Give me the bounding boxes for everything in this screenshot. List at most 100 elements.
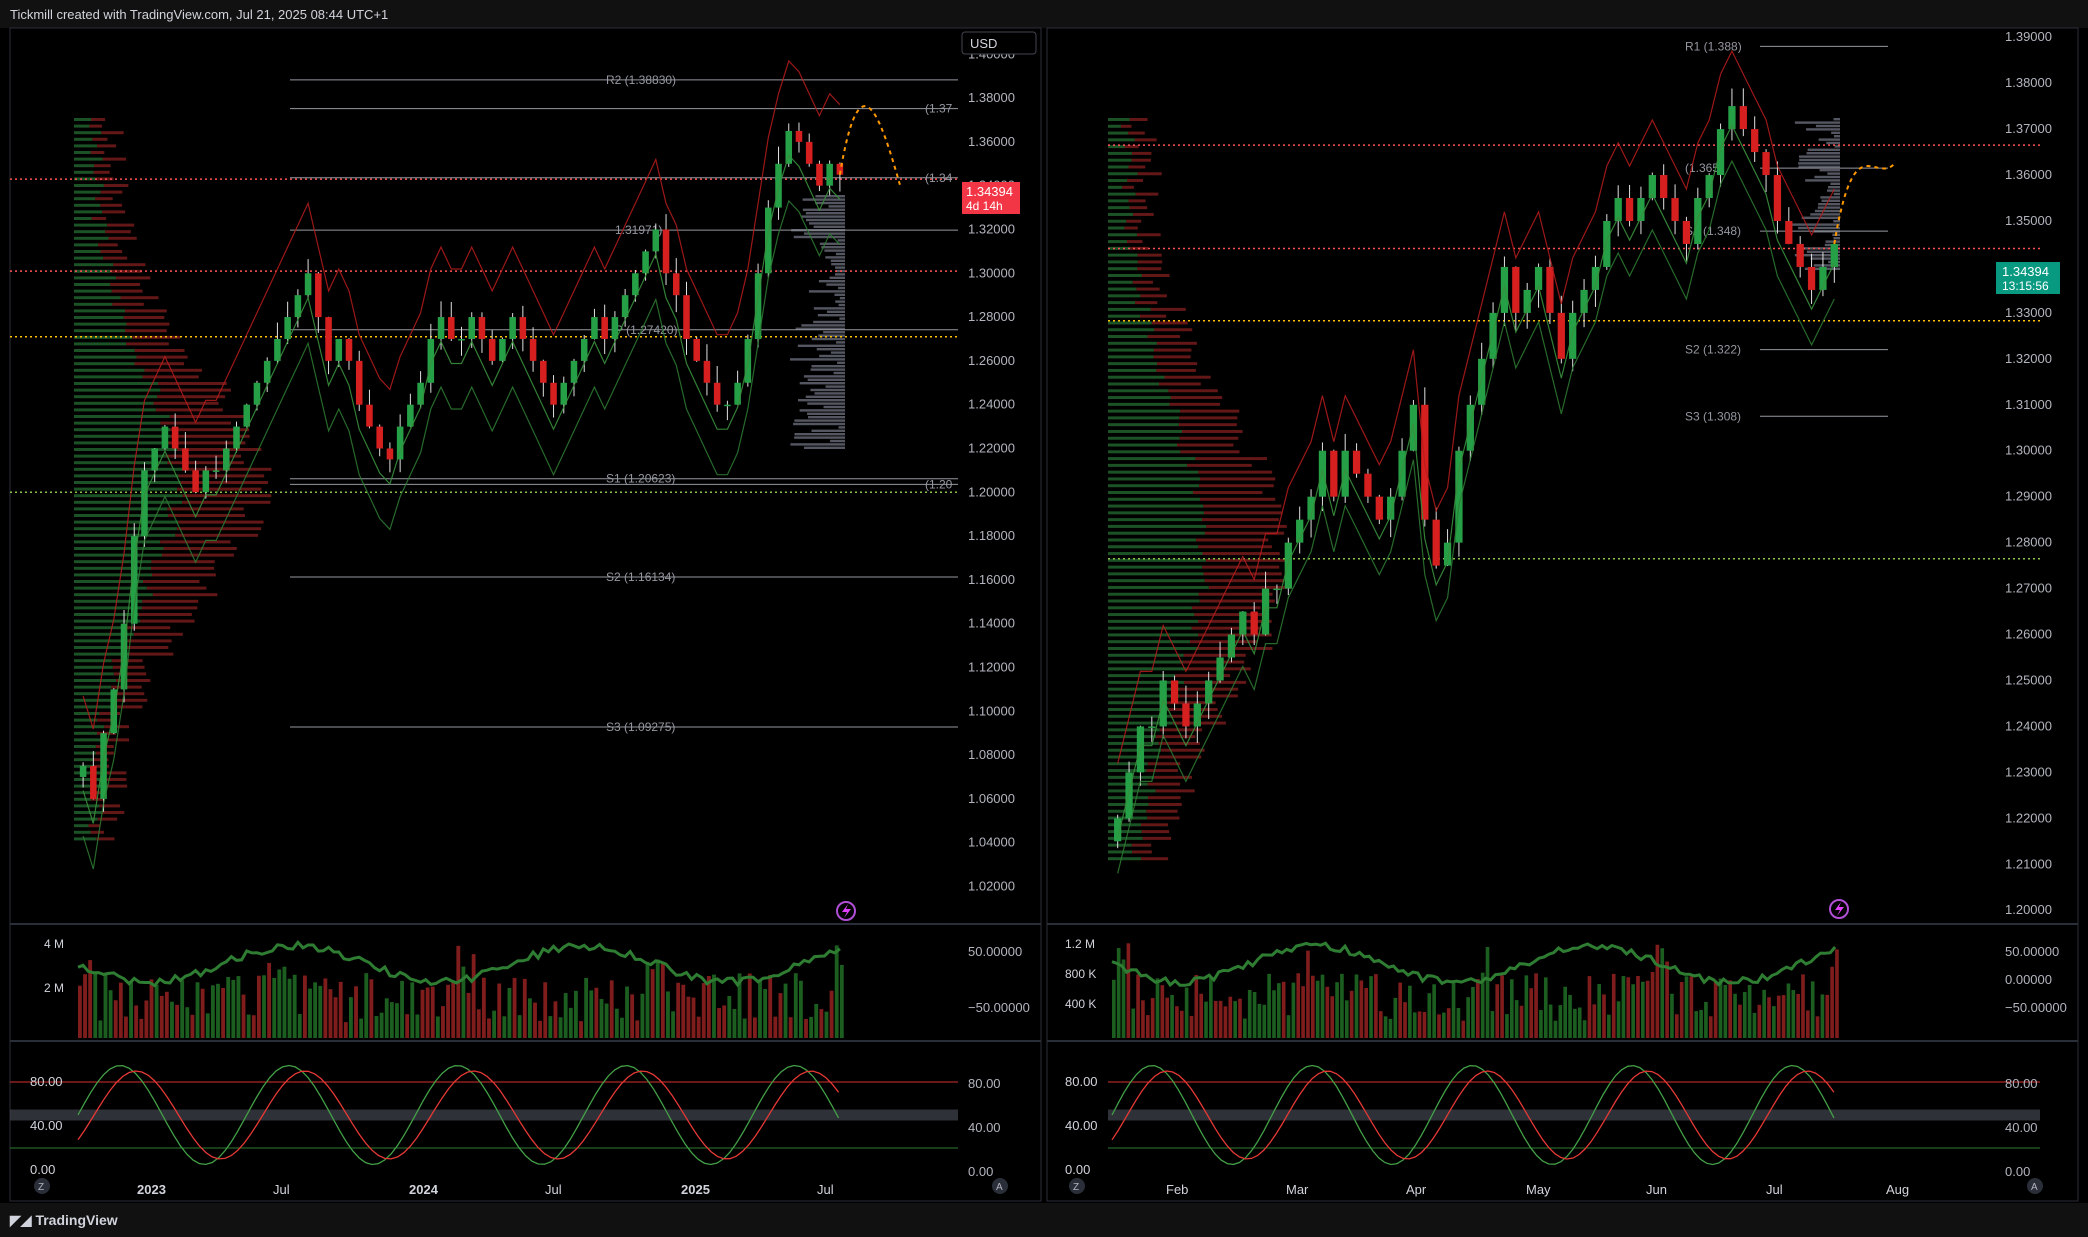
currency-badge[interactable]: USD [970,36,997,51]
volume-profile-bar [1155,789,1195,793]
volume-bar [1301,986,1305,1038]
volume-profile-bar [74,771,103,775]
oscillator-tick-label: 0.00 [30,1162,55,1177]
volume-profile-bar [1108,511,1204,515]
volume-profile-bar [74,481,181,484]
volume-profile-bar [74,494,183,498]
volume-profile-bar [1108,477,1200,481]
volume-profile-bar [90,830,105,834]
volume-bar [609,980,614,1038]
volume-bar [809,1016,814,1038]
session-profile-bar [1834,145,1840,148]
volume-bar [1563,986,1567,1038]
volume-bar [681,984,686,1038]
volume-profile-bar [74,731,97,735]
volume-bar [1776,995,1781,1038]
candle-body [212,470,220,472]
left-weekly-chart[interactable]: 1.400001.380001.360001.340001.320001.300… [10,46,1030,1197]
volume-bar [108,990,113,1038]
volume-profile-bar [1108,619,1198,623]
volume-profile-bar [89,124,102,128]
volume-bar [430,986,435,1038]
candle-body [1546,266,1554,313]
volume-profile-bar [1140,823,1168,827]
candle-body [1682,220,1691,244]
auto-scale-button[interactable]: A [992,1178,1008,1194]
y-tick-label: 1.10000 [968,703,1015,718]
lightning-icon[interactable] [836,901,856,921]
volume-bar [154,984,159,1038]
session-profile-bar [1810,213,1840,216]
volume-profile-bar [1202,552,1280,556]
oscillator-right-tick: 40.00 [2005,1120,2038,1135]
volume-bar [793,973,798,1038]
volume-profile-bar [74,355,137,359]
oscillator-right-tick: 80.00 [2005,1076,2038,1091]
candle-body [540,360,547,383]
volume-profile-bar [1131,151,1152,155]
left-last-price-tag [962,182,1020,214]
volume-bar [164,991,169,1038]
volume-profile-bar [1129,206,1148,210]
volume-profile-bar [74,738,105,742]
volume-bar [236,976,241,1038]
volume-profile-bar [1108,830,1142,834]
volume-profile-bar [1157,362,1198,366]
candle-body [151,448,158,471]
volume-profile-bar [160,540,231,544]
volume-profile-bar [74,540,161,544]
volume-bar [1534,973,1538,1038]
volume-bar [1359,980,1364,1038]
volume-profile-bar [1108,233,1137,237]
volume-profile-bar [74,705,112,709]
volume-bar [1553,1020,1558,1038]
volume-bar [231,979,236,1038]
lightning-icon[interactable] [1829,899,1849,919]
volume-bar [1364,987,1369,1038]
left-countdown: 4d 14h [966,199,1003,213]
currency-badge-box[interactable] [961,31,1037,55]
right-daily-chart[interactable]: 1.390001.380001.370001.360001.350001.340… [1065,29,2067,1197]
volume-bar [1781,995,1786,1038]
volume-profile-bar [1108,680,1184,684]
candle-body [754,273,762,339]
volume-bar [1558,1005,1563,1038]
auto-scale-button[interactable]: A [2027,1178,2043,1194]
x-tick-label: 2024 [409,1182,439,1197]
volume-profile-bar [1108,165,1129,169]
volume-bar [190,1014,195,1038]
volume-profile-bar [74,566,152,570]
volume-profile-bar [1164,375,1211,379]
volume-profile-bar [180,481,269,484]
volume-bar [614,1008,619,1038]
candle-body [1648,175,1656,199]
volume-profile-bar [74,712,100,715]
volume-bar [216,983,220,1038]
volume-profile-bar [1147,782,1181,786]
candle-body [437,317,445,339]
session-profile-bar [790,443,845,446]
y-tick-label: 1.32000 [968,221,1015,236]
zoom-reset-button[interactable]: Z [1069,1178,1085,1194]
volume-bar [88,960,93,1038]
session-profile-bar [835,266,845,269]
tradingview-logo[interactable]: ◤◢ TradingView [10,1212,118,1229]
session-profile-bar [1801,216,1840,219]
volume-tick-label: 4 M [44,937,64,951]
zoom-reset-button[interactable]: Z [34,1178,50,1194]
volume-profile-bar [103,184,129,187]
pivot-level-label: P (1.27420) [615,323,678,337]
volume-profile-bar [1108,335,1148,339]
volume-profile-bar [74,533,176,537]
volume-bar [1524,975,1529,1038]
volume-profile-bar [74,454,166,458]
session-profile-bar [808,290,845,293]
volume-profile-bar [74,784,104,788]
volume-profile-bar [165,454,242,458]
volume-bar [349,997,353,1038]
volume-bar [1442,1012,1446,1038]
volume-oscillator-line [1111,941,1837,988]
session-profile-bar [818,280,845,283]
session-profile-bar [817,314,845,317]
